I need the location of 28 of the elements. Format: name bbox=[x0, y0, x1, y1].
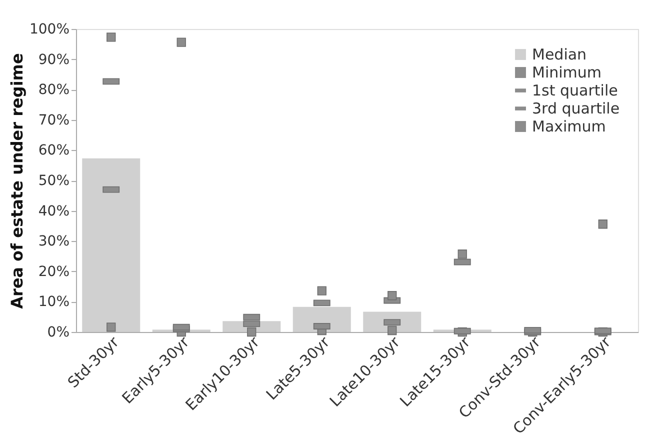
y-tick-label: 90% bbox=[38, 52, 70, 68]
point bbox=[176, 38, 186, 47]
y-tick-label: 20% bbox=[38, 264, 70, 280]
legend-label: Maximum bbox=[532, 118, 606, 136]
y-axis-title: Area of estate under regime bbox=[7, 53, 26, 309]
point bbox=[247, 327, 256, 337]
y-tick-label: 40% bbox=[38, 203, 70, 220]
y-tick-label: 70% bbox=[38, 112, 70, 128]
legend-label: 3rd quartile bbox=[532, 100, 620, 118]
point bbox=[106, 322, 116, 332]
y-tick-label: 0% bbox=[47, 324, 70, 340]
point bbox=[458, 250, 467, 259]
y-tick-label: 30% bbox=[38, 234, 70, 250]
point bbox=[317, 286, 326, 296]
bar bbox=[292, 306, 351, 332]
legend-label: Minimum bbox=[532, 64, 602, 82]
y-tick-label: 100% bbox=[29, 22, 70, 38]
y-tick-label: 80% bbox=[38, 82, 70, 98]
y-tick-label: 10% bbox=[38, 294, 70, 310]
bar bbox=[82, 158, 140, 332]
point bbox=[388, 326, 397, 336]
point bbox=[388, 291, 397, 300]
legend-label: 1st quartile bbox=[532, 82, 618, 100]
point bbox=[106, 32, 116, 42]
y-tick-label: 60% bbox=[38, 142, 70, 159]
legend-label: Median bbox=[532, 46, 587, 64]
point bbox=[598, 220, 608, 229]
y-tick-label: 50% bbox=[38, 173, 70, 189]
